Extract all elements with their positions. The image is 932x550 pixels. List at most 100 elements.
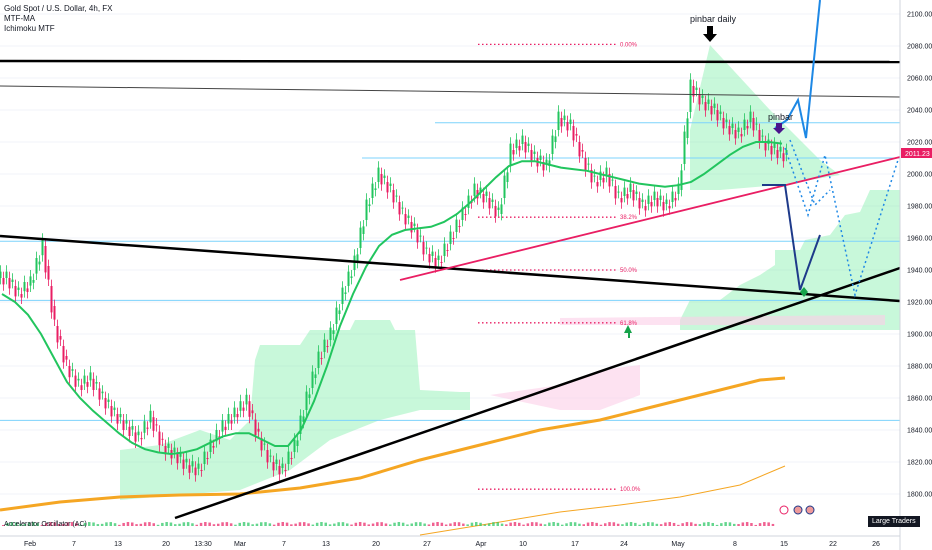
oscillator-bar xyxy=(126,522,130,526)
time-axis[interactable]: Feb 7 13 20 13:30 Mar 7 13 20 27 Apr 10 17 24 May 8 15 22… xyxy=(0,535,900,548)
candle-body xyxy=(209,439,212,452)
oscillator-label[interactable]: Accelerator Oscillator (AC) xyxy=(4,521,87,528)
oscillator-bar xyxy=(79,524,82,526)
candle-body xyxy=(221,420,224,432)
candle-body xyxy=(494,206,497,217)
candle-body xyxy=(302,416,305,422)
candle-body xyxy=(371,183,374,198)
oscillator-bar xyxy=(393,522,396,526)
candle-body xyxy=(446,250,449,251)
candle-body xyxy=(167,443,170,448)
pinbar-label: pinbar xyxy=(768,112,793,122)
oscillator-bar xyxy=(14,522,18,526)
candle-body xyxy=(482,194,485,203)
oscillator-bar xyxy=(6,523,9,526)
oscillator-bar xyxy=(672,522,676,526)
candle-body xyxy=(44,246,47,273)
us-flag-icon xyxy=(793,505,803,515)
candle-body xyxy=(158,431,161,446)
oscillator-bar xyxy=(414,522,418,526)
price-tick-label: 2080.00 xyxy=(907,44,932,51)
bullish-projection-path[interactable] xyxy=(774,0,821,139)
oscillator-bar xyxy=(518,522,521,526)
oscillator-bar xyxy=(174,524,177,526)
oscillator-bar xyxy=(763,522,766,526)
oscillator-bar xyxy=(371,523,375,526)
corrective-projection-path[interactable] xyxy=(762,184,821,291)
price-axis[interactable]: 2100.00 2080.00 2060.00 2040.00 2020.00 2000.… xyxy=(899,0,932,550)
oscillator-bar xyxy=(358,522,362,526)
candle-body xyxy=(227,414,230,424)
oscillator-panel xyxy=(2,522,775,526)
time-tick-label: 13:30 xyxy=(194,541,212,548)
oscillator-bar xyxy=(62,523,65,526)
oscillator-bar xyxy=(341,522,345,526)
candle-body xyxy=(410,222,413,233)
candle-body xyxy=(740,134,743,137)
candle-body xyxy=(242,407,245,411)
candle-body xyxy=(575,134,578,136)
candle-body xyxy=(143,421,146,433)
oscillator-bar xyxy=(582,524,585,526)
candle-body xyxy=(515,139,518,148)
candle-body xyxy=(134,432,137,442)
candle-body xyxy=(458,226,461,227)
oscillator-bar xyxy=(651,522,654,526)
large-traders-button[interactable]: Large Traders xyxy=(868,516,920,527)
oscillator-bar xyxy=(509,522,512,526)
oscillator-bar xyxy=(505,524,508,526)
time-tick-label: 26 xyxy=(872,541,880,548)
candle-body xyxy=(383,175,386,178)
indicator-ichimoku[interactable]: Ichimoku MTF xyxy=(4,24,55,33)
candle-body xyxy=(98,388,101,400)
oscillator-bar xyxy=(621,524,624,526)
oscillator-bar xyxy=(307,523,310,526)
candle-body xyxy=(254,419,257,436)
candle-body xyxy=(59,336,62,340)
oscillator-bar xyxy=(591,522,594,526)
indicator-mtf-ma[interactable]: MTF-MA xyxy=(4,14,36,23)
candle-body xyxy=(275,459,278,464)
candle-body xyxy=(92,378,95,390)
candle-body xyxy=(428,254,431,263)
candle-body xyxy=(524,142,527,153)
time-tick-label: 27 xyxy=(423,541,431,548)
ascending-trendline[interactable] xyxy=(174,266,901,520)
oscillator-bar xyxy=(427,524,431,526)
candle-body xyxy=(164,446,167,455)
thin-resistance-line[interactable] xyxy=(0,85,901,98)
candle-body xyxy=(323,339,326,352)
oscillator-bar xyxy=(677,524,680,526)
oscillator-bar xyxy=(139,523,143,526)
oscillator-bar xyxy=(354,522,358,526)
oscillator-bar xyxy=(208,522,211,526)
candle-body xyxy=(260,438,263,451)
fib-retracement[interactable]: 0.00% 38.2% 50.0% 61.8% 100.0% xyxy=(478,42,641,493)
oscillator-bar xyxy=(315,522,319,526)
oscillator-bar xyxy=(440,522,444,526)
price-tick-label: 2100.00 xyxy=(907,12,932,19)
top-resistance-line[interactable] xyxy=(0,59,901,64)
oscillator-bar xyxy=(449,523,452,526)
candle-body xyxy=(530,150,533,161)
oscillator-bar xyxy=(221,522,224,526)
candle-body xyxy=(692,86,695,97)
candle-body xyxy=(233,407,236,418)
candle-body xyxy=(14,286,17,297)
candle-body xyxy=(629,183,632,192)
oscillator-bar xyxy=(333,523,336,526)
oscillator-bar xyxy=(647,522,650,526)
oscillator-bar xyxy=(75,523,78,526)
candle-body xyxy=(749,111,752,122)
candle-body xyxy=(755,123,758,125)
oscillator-bar xyxy=(702,522,706,526)
candle-body xyxy=(68,366,71,378)
symbol-title[interactable]: Gold Spot / U.S. Dollar, 4h, FX xyxy=(4,4,113,13)
candle-body xyxy=(215,430,218,442)
candle-body xyxy=(299,415,302,434)
candle-body xyxy=(203,451,206,464)
support-trendline[interactable] xyxy=(399,156,901,281)
oscillator-bar xyxy=(225,522,229,526)
oscillator-bar xyxy=(406,524,409,526)
